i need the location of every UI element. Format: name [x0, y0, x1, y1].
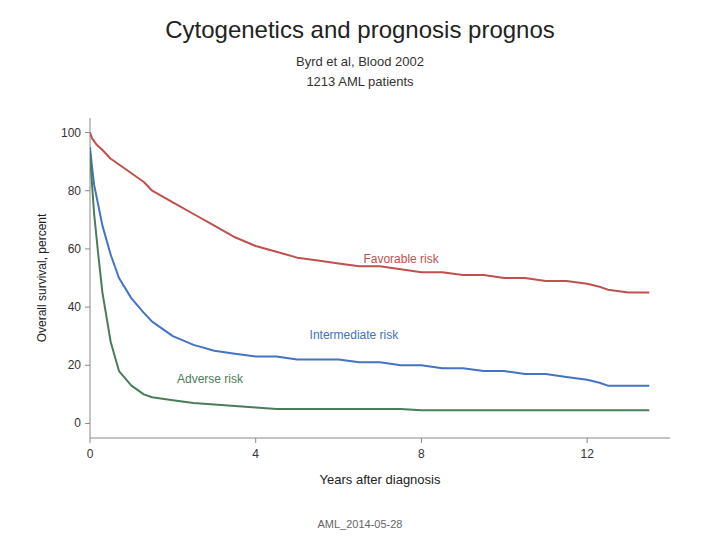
y-tick — [85, 132, 90, 133]
y-tick-label: 60 — [68, 242, 82, 256]
survival-line — [90, 147, 649, 386]
survival-line — [90, 133, 649, 293]
curve-label: Adverse risk — [177, 372, 244, 386]
axes: 0 4 8 12 0 20 40 60 80 100 — [61, 118, 670, 461]
title: Cytogenetics and prognosis prognos — [165, 16, 555, 43]
x-tick — [255, 438, 256, 443]
subtitle: 1213 AML patients — [306, 74, 414, 89]
curve-label: Favorable risk — [363, 252, 439, 266]
x-tick — [90, 438, 91, 443]
curve-label: Intermediate risk — [310, 328, 400, 342]
x-tick-label: 0 — [87, 447, 94, 461]
subtitle: Byrd et al, Blood 2002 — [296, 54, 424, 69]
x-axis-line — [90, 438, 670, 439]
x-tick — [421, 438, 422, 443]
y-tick — [85, 423, 90, 424]
y-tick-label: 80 — [68, 184, 82, 198]
y-tick-label: 100 — [61, 126, 81, 140]
chart: Cytogenetics and prognosis prognos Byrd e… — [0, 0, 720, 540]
footer: AML_2014-05-28 — [317, 518, 402, 530]
x-tick-label: 4 — [252, 447, 259, 461]
x-tick — [587, 438, 588, 443]
y-tick — [85, 248, 90, 249]
survival-line — [90, 153, 649, 410]
y-tick — [85, 190, 90, 191]
y-tick-label: 0 — [74, 416, 81, 430]
y-tick — [85, 365, 90, 366]
plot-area — [90, 133, 649, 411]
x-tick-label: 12 — [580, 447, 594, 461]
y-tick-label: 40 — [68, 300, 82, 314]
y-tick-label: 20 — [68, 358, 82, 372]
y-axis-label: Overall survival, percent — [35, 213, 49, 342]
x-axis-label: Years after diagnosis — [320, 472, 441, 487]
x-tick-label: 8 — [418, 447, 425, 461]
y-tick — [85, 307, 90, 308]
